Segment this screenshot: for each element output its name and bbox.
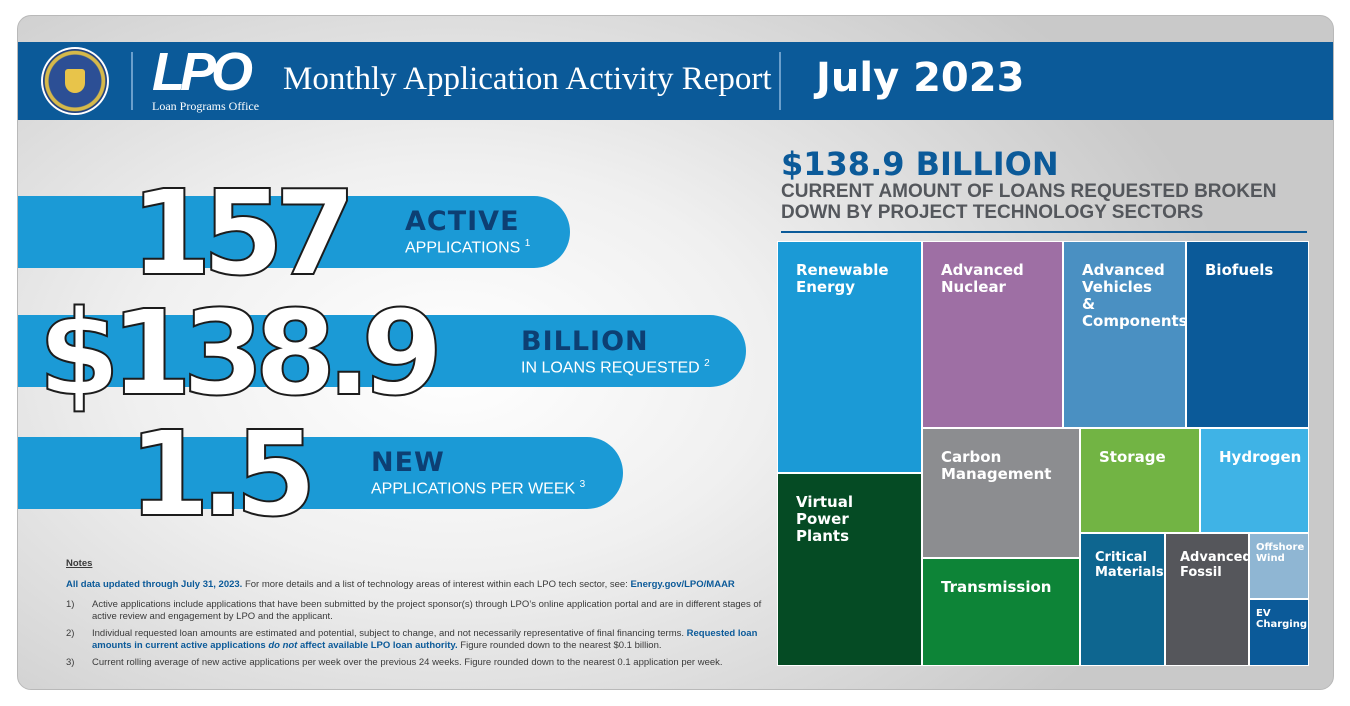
stat-head-new: NEW [371, 447, 445, 478]
header-divider [131, 52, 133, 110]
sector-tile: Hydrogen [1200, 428, 1309, 533]
maar-link[interactable]: Energy.gov/LPO/MAAR [630, 579, 735, 590]
sector-tile: Advanced Fossil [1165, 533, 1252, 666]
notes-title: Notes [66, 558, 93, 569]
header-divider [779, 52, 781, 110]
sector-tile: Advanced Nuclear [922, 241, 1063, 428]
stat-value-billion: $138.9 [37, 284, 444, 422]
stat-head-active: ACTIVE [405, 206, 520, 237]
stat-value-active: 157 [129, 164, 357, 302]
notes-section: Notes All data updated through July 31, … [66, 558, 776, 674]
stat-band-active [18, 196, 570, 268]
note-item: 2) Individual requested loan amounts are… [66, 628, 758, 651]
note-item: 1) Active applications include applicati… [66, 599, 762, 622]
sector-tile: Renewable Energy [777, 241, 922, 473]
sector-tile: Advanced Vehicles & Components [1063, 241, 1188, 428]
notes-lead: All data updated through July 31, 2023. … [66, 579, 735, 590]
sector-tile: Critical Materials [1080, 533, 1165, 666]
note-item: 3) Current rolling average of new active… [66, 657, 723, 668]
stat-band-new [18, 437, 623, 509]
report-title: Monthly Application Activity Report [283, 61, 772, 97]
sector-tile: Offshore Wind [1249, 533, 1309, 599]
stat-sub-billion: IN LOANS REQUESTED 2 [521, 358, 710, 377]
stat-band-billion [18, 315, 746, 387]
stat-sub-active: APPLICATIONS 1 [405, 238, 531, 257]
sector-tile: Carbon Management [922, 428, 1080, 558]
breakdown-description: CURRENT AMOUNT OF LOANS REQUESTED BROKEN… [781, 181, 1277, 223]
stat-value-new: 1.5 [127, 405, 318, 543]
sector-tile: Virtual Power Plants [777, 473, 922, 666]
lpo-logo-mark: LPO [152, 42, 253, 102]
sector-tile: Biofuels [1186, 241, 1309, 428]
breakdown-amount: $138.9 BILLION [781, 145, 1059, 183]
report-card: LPO Loan Programs Office Monthly Applica… [17, 15, 1334, 690]
report-date: July 2023 [816, 55, 1025, 101]
breakdown-divider [781, 231, 1307, 233]
stat-head-billion: BILLION [521, 326, 649, 357]
report-header: LPO Loan Programs Office Monthly Applica… [18, 42, 1333, 120]
sector-tile: Transmission [922, 558, 1080, 666]
doe-seal-icon [41, 47, 109, 115]
lpo-logo: LPO Loan Programs Office [152, 42, 262, 116]
org-name: Loan Programs Office [152, 99, 260, 113]
sector-tile: EV Charging [1249, 599, 1309, 666]
sector-tile: Storage [1080, 428, 1200, 533]
sector-treemap: Renewable Energy Advanced Nuclear Advanc… [777, 241, 1309, 666]
stat-sub-new: APPLICATIONS PER WEEK 3 [371, 479, 586, 498]
